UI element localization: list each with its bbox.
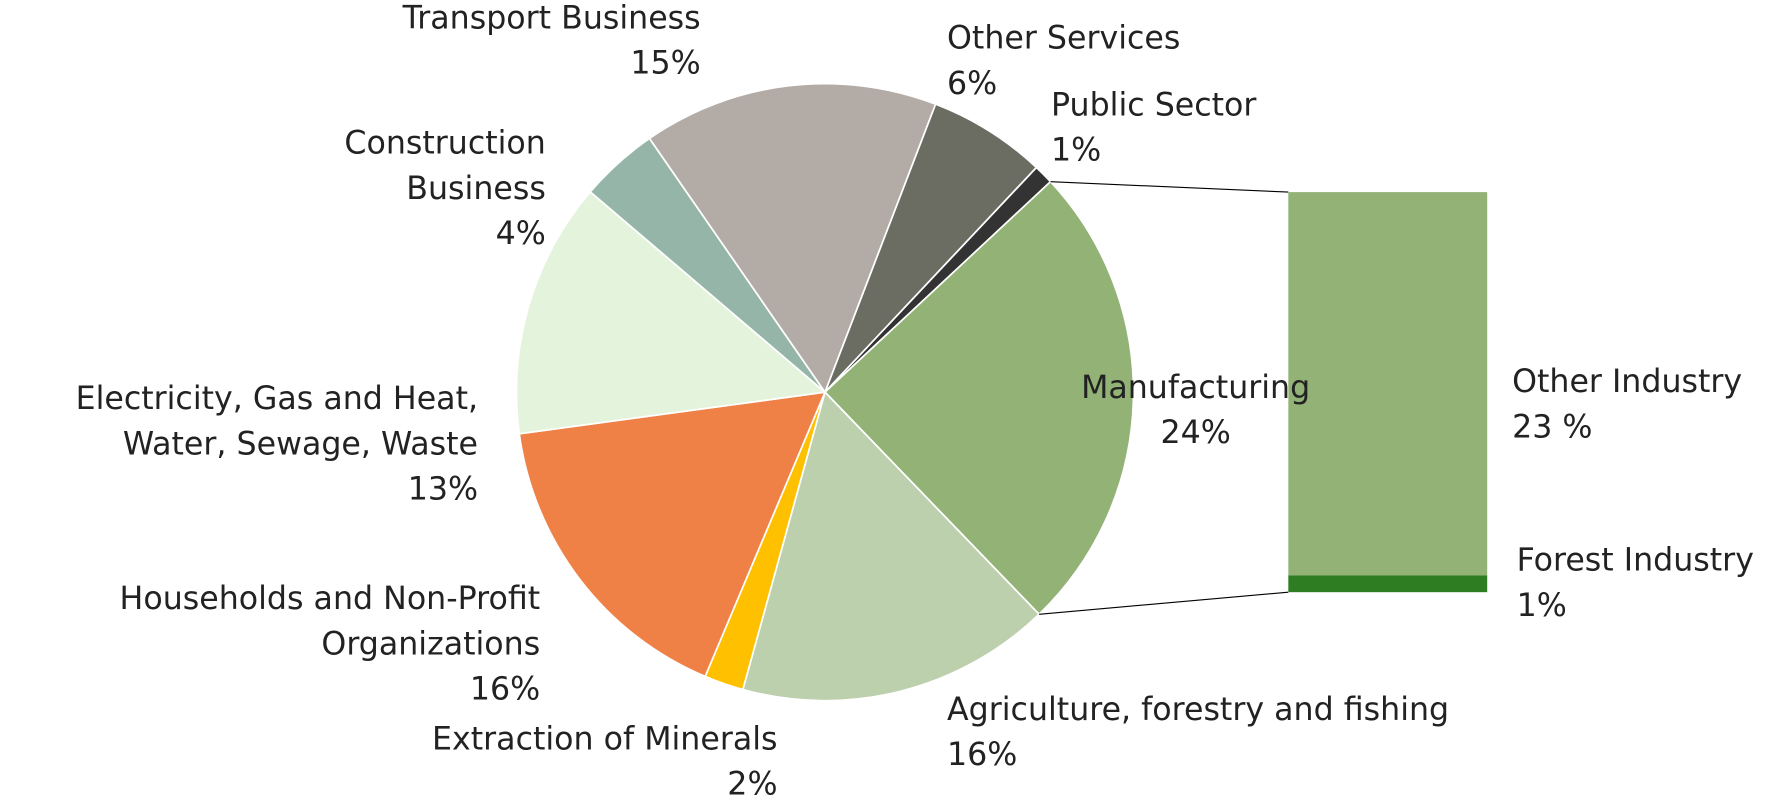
value-label: 16% [947, 735, 1018, 773]
value-label: 6% [947, 64, 998, 102]
value-label: 24% [1160, 413, 1231, 451]
value-label: 13% [407, 470, 479, 508]
category-label: Forest Industry [1516, 541, 1754, 579]
value-label: 23 % [1512, 407, 1593, 446]
pie-slice [518, 391, 827, 678]
category-label: Electricity, Gas and Heat, Water, Sewage… [75, 379, 479, 463]
pie-slice [823, 180, 1135, 616]
category-label: Households and Non-Profit Organizations [119, 579, 541, 663]
category-label: Other Industry [1512, 362, 1743, 401]
connector [1050, 181, 1289, 193]
pie-slice [515, 190, 827, 435]
slice-label: Other Services 6% [947, 16, 1286, 106]
bar-segment [1288, 575, 1488, 593]
category-label: Manufacturing [1081, 368, 1311, 406]
slice-label: Public Sector 1% [1051, 82, 1367, 172]
slice-label: Extraction of Minerals 2% [325, 716, 777, 806]
pie-slice [741, 390, 1041, 702]
slice-label: Households and Non-Profit Organizations 1… [32, 576, 541, 712]
pie-slice [824, 103, 1038, 393]
slice-label: Other Industry 23 % [1512, 359, 1772, 449]
bar-segment [1288, 192, 1488, 576]
value-label: 15% [630, 44, 701, 82]
slice-label: Manufacturing 24% [1026, 365, 1365, 455]
category-label: Other Services [947, 19, 1181, 57]
category-label: Public Sector [1050, 85, 1257, 124]
category-label: Construction Business [344, 124, 546, 207]
slice-label: Transport Business 15% [328, 0, 701, 86]
slice-label: Agriculture, forestry and fishing 16% [947, 687, 1580, 777]
value-label: 4% [495, 214, 546, 253]
value-label: 2% [727, 765, 778, 803]
value-label: 16% [469, 670, 541, 708]
value-label: 1% [1516, 586, 1567, 624]
category-label: Agriculture, forestry and fishing [947, 690, 1450, 728]
category-label: Transport Business [402, 0, 701, 37]
slice-label: Construction Business 4% [286, 121, 546, 257]
slice-label: Electricity, Gas and Heat, Water, Sewage… [3, 376, 478, 512]
value-label: 1% [1050, 131, 1102, 169]
slice-label: Forest Industry 1% [1517, 538, 1772, 628]
pie-slice [648, 82, 937, 394]
connector [1039, 591, 1289, 615]
category-label: Extraction of Minerals [432, 719, 778, 758]
